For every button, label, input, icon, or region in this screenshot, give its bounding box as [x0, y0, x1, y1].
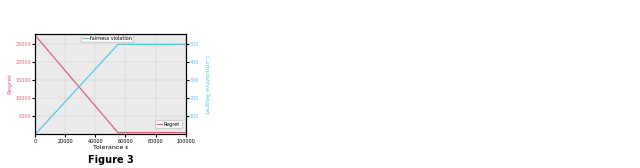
Legend: Regret: Regret: [155, 120, 182, 128]
Y-axis label: Cumulative Regret: Cumulative Regret: [204, 55, 209, 113]
Y-axis label: Regret: Regret: [8, 74, 13, 94]
Text: Figure 3: Figure 3: [88, 155, 133, 165]
X-axis label: Tolerance ε: Tolerance ε: [93, 145, 128, 150]
